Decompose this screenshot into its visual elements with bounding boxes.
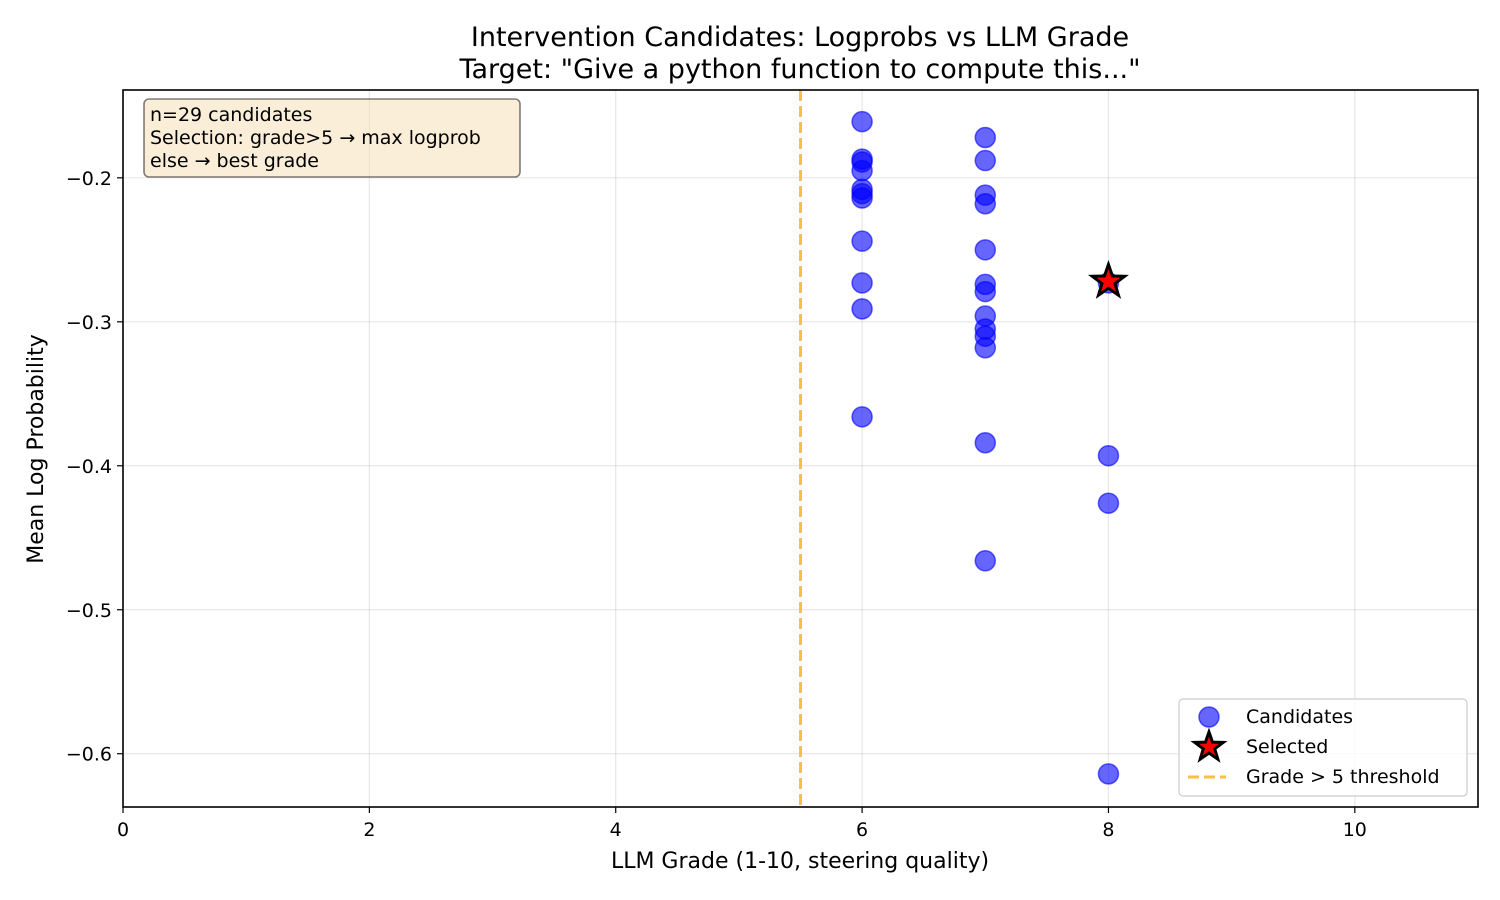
legend-frame — [1178, 698, 1468, 797]
candidate-point — [974, 550, 997, 572]
candidate-point — [974, 431, 997, 454]
candidate-point — [851, 298, 873, 320]
x-axis-ticks: 0 2 4 6 8 10 — [117, 807, 1367, 841]
y-tick-label: −0.5 — [66, 600, 112, 622]
candidate-point — [1097, 763, 1120, 785]
legend-selected-marker — [1190, 727, 1228, 763]
candidate-point — [851, 187, 873, 209]
legend-threshold-label: Grade > 5 threshold — [1246, 766, 1440, 788]
legend: Candidates Selected Grade > 5 threshold — [1178, 698, 1468, 797]
x-tick-label: 2 — [363, 819, 375, 841]
y-tick-label: −0.4 — [66, 456, 112, 478]
y-tick-label: −0.6 — [66, 744, 112, 766]
plot-frame — [122, 89, 1479, 808]
annotation-box: n=29 candidates Selection: grade>5 → max… — [143, 98, 521, 178]
y-axis-label: Mean Log Probability — [24, 334, 49, 564]
legend-selected-label: Selected — [1246, 736, 1328, 758]
candidate-point — [974, 336, 997, 359]
annotation-background — [143, 98, 521, 178]
annotation-line-3: else → best grade — [150, 150, 319, 172]
candidate-point — [974, 239, 997, 261]
x-tick-label: 6 — [856, 819, 868, 841]
y-tick-label: −0.2 — [66, 168, 112, 190]
chart-title: Intervention Candidates: Logprobs vs LLM… — [471, 22, 1129, 53]
candidate-point — [851, 406, 873, 428]
legend-candidates-marker — [1198, 706, 1220, 728]
x-tick-label: 8 — [1102, 819, 1114, 841]
selected-point-star — [1087, 259, 1129, 299]
y-tick-label: −0.3 — [66, 312, 112, 334]
candidate-point — [974, 126, 997, 149]
chart-subtitle: Target: "Give a python function to compu… — [458, 54, 1140, 85]
candidate-point — [974, 280, 997, 303]
x-tick-label: 4 — [610, 819, 622, 841]
annotation-line-1: n=29 candidates — [150, 104, 312, 126]
legend-candidates-label: Candidates — [1246, 706, 1353, 728]
candidate-point — [974, 192, 997, 215]
candidate-point — [974, 149, 997, 172]
candidate-point — [851, 159, 873, 182]
x-axis-label: LLM Grade (1-10, steering quality) — [611, 849, 989, 874]
annotation-line-2: Selection: grade>5 → max logprob — [150, 127, 481, 149]
candidate-point — [851, 272, 873, 294]
x-tick-label: 10 — [1343, 819, 1367, 841]
selected-points — [1087, 259, 1129, 299]
y-axis-ticks: −0.2 −0.3 −0.4 −0.5 −0.6 — [66, 168, 123, 766]
candidate-point — [1097, 444, 1120, 467]
candidate-point — [851, 230, 873, 252]
x-tick-label: 0 — [117, 819, 129, 841]
candidate-point — [851, 110, 873, 133]
candidate-point — [1097, 492, 1120, 514]
